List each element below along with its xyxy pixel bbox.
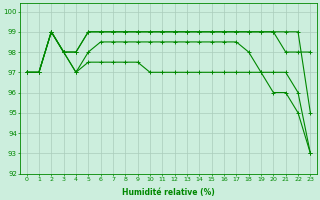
X-axis label: Humidité relative (%): Humidité relative (%) [122,188,215,197]
